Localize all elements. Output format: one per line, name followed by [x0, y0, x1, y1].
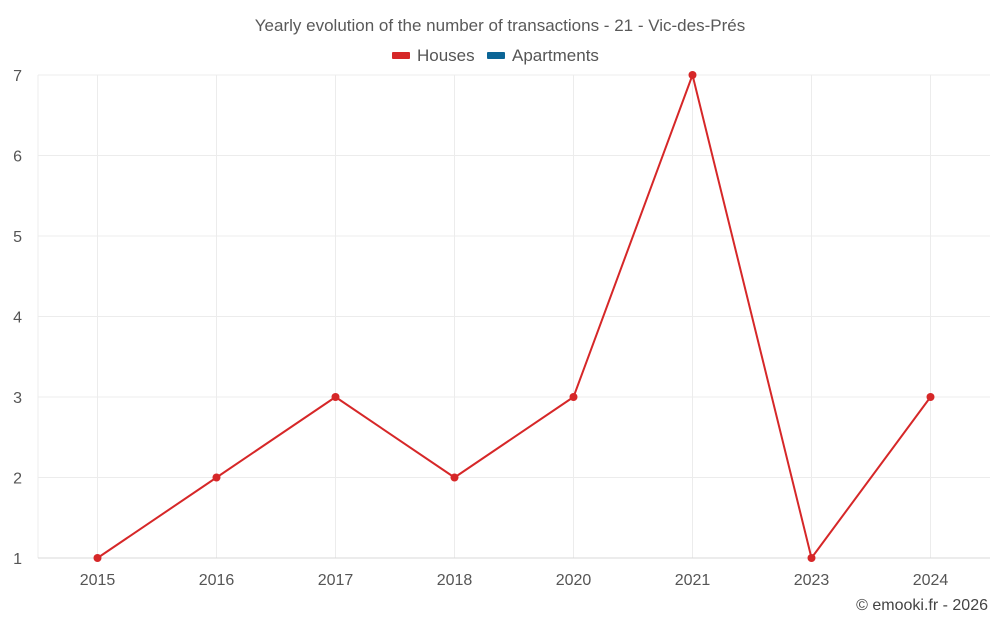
- credit-text: © emooki.fr - 2026: [856, 597, 988, 614]
- y-tick-label: 4: [13, 310, 22, 327]
- legend-label-apartments: Apartments: [512, 46, 599, 65]
- x-tick-label: 2024: [913, 572, 949, 589]
- legend: Houses Apartments: [392, 46, 599, 65]
- legend-item-apartments[interactable]: Apartments: [487, 46, 599, 65]
- chart-title: Yearly evolution of the number of transa…: [255, 16, 745, 35]
- y-tick-label: 5: [13, 229, 22, 246]
- legend-swatch-apartments: [487, 52, 505, 59]
- data-point-houses[interactable]: [926, 393, 935, 401]
- x-tick-label: 2021: [675, 572, 711, 589]
- x-tick-label: 2017: [318, 572, 354, 589]
- data-point-houses[interactable]: [450, 473, 459, 482]
- x-tick-label: 2018: [437, 572, 473, 589]
- legend-label-houses: Houses: [417, 46, 475, 65]
- x-tick-label: 2016: [199, 572, 235, 589]
- data-point-houses[interactable]: [331, 393, 340, 401]
- legend-swatch-houses: [392, 52, 410, 59]
- gridlines: [37, 74, 990, 558]
- legend-item-houses[interactable]: Houses: [392, 46, 475, 65]
- series-houses: [93, 71, 935, 562]
- y-tick-label: 3: [13, 390, 22, 407]
- y-tick-label: 1: [13, 551, 22, 568]
- x-tick-label: 2015: [80, 572, 116, 589]
- data-point-houses[interactable]: [807, 554, 816, 562]
- y-tick-label: 2: [13, 471, 22, 488]
- x-tick-label: 2020: [556, 572, 592, 589]
- axes: 1 2 3 4 5 6 7 2015 2016 2017 2018 2020 2021 2023 2024: [13, 68, 990, 589]
- series-line-houses: [96, 74, 932, 559]
- y-tick-label: 7: [13, 68, 22, 85]
- data-point-houses[interactable]: [93, 554, 102, 562]
- data-point-houses[interactable]: [212, 473, 221, 482]
- data-point-houses[interactable]: [688, 71, 697, 79]
- y-tick-label: 6: [13, 149, 22, 166]
- data-point-houses[interactable]: [569, 393, 578, 401]
- x-tick-label: 2023: [794, 572, 830, 589]
